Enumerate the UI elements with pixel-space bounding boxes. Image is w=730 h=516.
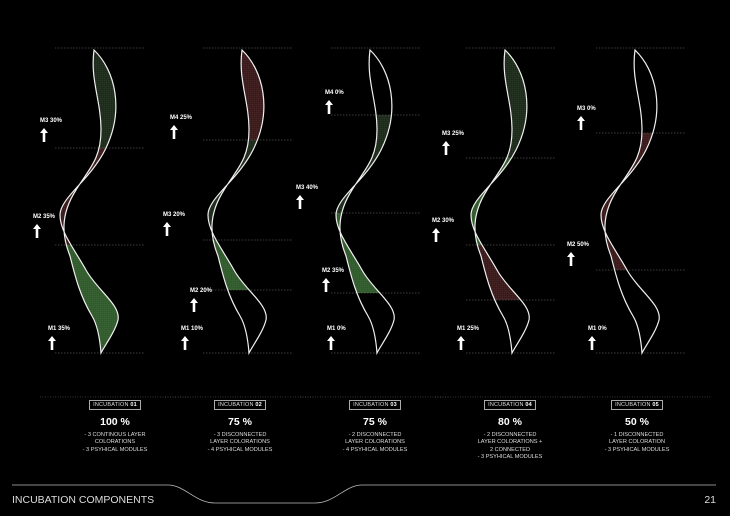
- incubation-description: - 1 DISCONNECTED LAYER COLORATION - 3 PS…: [604, 432, 670, 453]
- incubation-tag-text: INCUBATION: [615, 402, 651, 408]
- module-grid: [60, 148, 119, 245]
- incubation-number: 02: [255, 402, 262, 408]
- incubation-card-02: INCUBATION 02 75 % - 3 DISCONNECTED LAYE…: [175, 393, 305, 454]
- module-fill-m2: [60, 148, 119, 245]
- spine-outline: [59, 48, 119, 356]
- module-label: M1 35%: [48, 326, 71, 332]
- module-fill-m3: [336, 115, 395, 213]
- module-label: M3 30%: [40, 118, 63, 124]
- incubation-tag: INCUBATION 05: [611, 400, 663, 410]
- module-fill-m2: [601, 133, 660, 270]
- incubation-tag: INCUBATION 02: [214, 400, 266, 410]
- incubation-number: 05: [652, 402, 659, 408]
- module-fill-m3: [471, 50, 530, 158]
- incubation-card-01: INCUBATION 01 100 % - 3 CONTINOUS LAYER …: [50, 393, 180, 454]
- arrow-up-icon: [327, 336, 335, 350]
- arrow-up-icon: [442, 141, 450, 155]
- spine-outline: [470, 48, 530, 356]
- arrow-up-icon: [325, 100, 333, 114]
- arrow-up-icon: [567, 252, 575, 266]
- arrow-up-icon: [48, 336, 56, 350]
- arrow-up-icon: [588, 336, 596, 350]
- module-fill-m3: [60, 50, 119, 148]
- module-label: M3 40%: [296, 185, 319, 191]
- incubation-number: 03: [390, 402, 397, 408]
- module-label: M2 30%: [432, 218, 455, 224]
- module-label: M3 20%: [163, 212, 186, 218]
- arrow-up-icon: [322, 278, 330, 292]
- incubation-tag-text: INCUBATION: [353, 402, 389, 408]
- incubation-percent: 50 %: [625, 416, 649, 428]
- module-grid: [208, 240, 267, 290]
- arrow-up-icon: [190, 298, 198, 312]
- module-grid: [471, 50, 530, 158]
- module-label: M3 25%: [442, 131, 465, 137]
- incubation-percent: 75 %: [363, 416, 387, 428]
- module-grid: [60, 245, 119, 353]
- arrow-up-icon: [163, 222, 171, 236]
- module-grid: [60, 50, 119, 148]
- incubation-number: 01: [130, 402, 137, 408]
- spine-diagram-04: [466, 47, 556, 356]
- incubation-percent: 75 %: [228, 416, 252, 428]
- module-label: M2 20%: [190, 288, 213, 294]
- footer-line: [12, 484, 716, 504]
- module-grid: [471, 158, 530, 245]
- module-label: M1 10%: [181, 326, 204, 332]
- module-grid: [601, 133, 660, 270]
- module-label: M2 35%: [322, 268, 345, 274]
- incubation-card-04: INCUBATION 04 80 % - 2 DISCONNECTED LAYE…: [445, 393, 575, 462]
- module-grid: [471, 245, 530, 300]
- module-grid: [336, 115, 395, 213]
- arrow-up-icon: [40, 128, 48, 142]
- arrow-up-icon: [432, 228, 440, 242]
- arrow-up-icon: [296, 195, 304, 209]
- module-label: M3 0%: [577, 106, 596, 112]
- module-fill-m4: [208, 50, 267, 140]
- spine-diagram-02: [203, 47, 293, 356]
- spine-outline: [335, 48, 395, 356]
- incubation-description: - 3 CONTINOUS LAYER COLORATIONS - 3 PSYH…: [82, 432, 148, 453]
- module-grid: [208, 50, 267, 140]
- incubation-card-03: INCUBATION 03 75 % - 2 DISCONNECTED LAYE…: [310, 393, 440, 454]
- incubation-tag: INCUBATION 01: [89, 400, 141, 410]
- spine-diagram-01: [55, 47, 145, 356]
- spine-outline: [600, 48, 660, 356]
- spine-outline: [207, 48, 267, 356]
- incubation-description: - 2 DISCONNECTED LAYER COLORATIONS + 2 C…: [477, 432, 543, 461]
- module-label: M4 25%: [170, 115, 193, 121]
- arrow-up-icon: [33, 224, 41, 238]
- incubation-description: - 2 DISCONNECTED LAYER COLORATIONS - 4 P…: [342, 432, 408, 453]
- incubation-percent: 80 %: [498, 416, 522, 428]
- arrow-up-icon: [170, 125, 178, 139]
- incubation-tag-text: INCUBATION: [488, 402, 524, 408]
- module-label: M2 50%: [567, 242, 590, 248]
- page-number: 21: [704, 494, 716, 506]
- incubation-number: 04: [525, 402, 532, 408]
- module-label: M1 25%: [457, 326, 480, 332]
- incubation-tag-text: INCUBATION: [218, 402, 254, 408]
- incubation-tag-text: INCUBATION: [93, 402, 129, 408]
- incubation-tag: INCUBATION 04: [484, 400, 536, 410]
- module-label: M4 0%: [325, 90, 344, 96]
- module-label: M1 0%: [327, 326, 346, 332]
- spine-diagram-05: [596, 47, 686, 356]
- arrow-up-icon: [457, 336, 465, 350]
- arrow-up-icon: [577, 116, 585, 130]
- incubation-percent: 100 %: [100, 416, 130, 428]
- arrow-up-icon: [181, 336, 189, 350]
- module-label: M2 35%: [33, 214, 56, 220]
- footer-title: INCUBATION COMPONENTS: [12, 494, 155, 506]
- module-label: M1 0%: [588, 326, 607, 332]
- incubation-description: - 3 DISCONNECTED LAYER COLORATIONS - 4 P…: [207, 432, 273, 453]
- incubation-card-05: INCUBATION 05 50 % - 1 DISCONNECTED LAYE…: [572, 393, 702, 454]
- incubation-tag: INCUBATION 03: [349, 400, 401, 410]
